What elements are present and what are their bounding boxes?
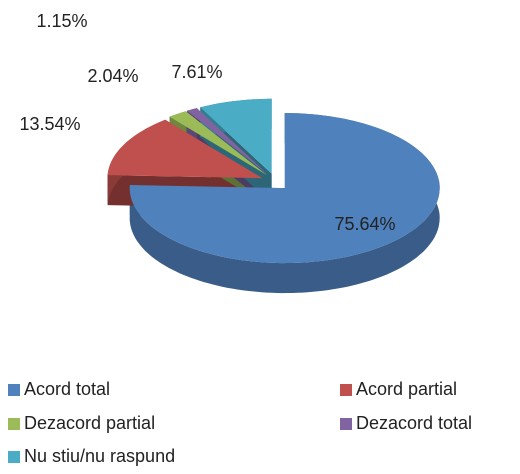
pie-slice — [169, 111, 267, 176]
data-label: 2.04% — [87, 66, 138, 86]
legend-swatch — [340, 418, 352, 430]
data-label: 75.64% — [334, 214, 395, 234]
pie-slice — [107, 119, 263, 179]
data-label: 1.15% — [36, 11, 87, 31]
legend-label: Acord partial — [356, 379, 457, 399]
pie-slice — [187, 108, 269, 175]
legend-label: Dezacord partial — [24, 413, 155, 433]
legend-swatch — [8, 418, 20, 430]
pie-slice — [129, 113, 440, 264]
pie-slice — [200, 98, 272, 174]
legend-swatch — [340, 384, 352, 396]
legend-swatch — [8, 384, 20, 396]
legend-label: Nu stiu/nu raspund — [24, 446, 175, 466]
legend-label: Acord total — [24, 379, 110, 399]
data-label: 7.61% — [171, 62, 222, 82]
legend-label: Dezacord total — [356, 413, 472, 433]
data-label: 13.54% — [19, 114, 80, 134]
legend-swatch — [8, 451, 20, 463]
